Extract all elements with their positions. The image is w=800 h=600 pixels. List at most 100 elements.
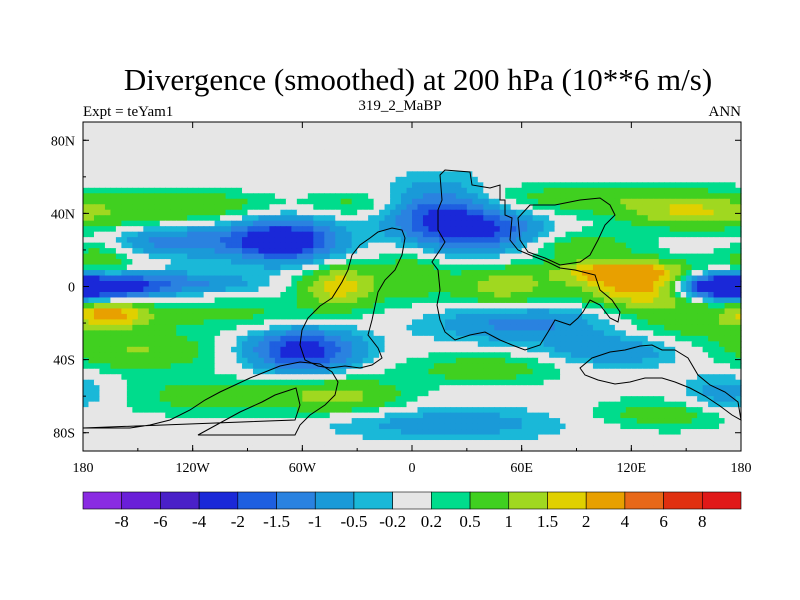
field-cell <box>571 176 578 183</box>
field-cell <box>664 215 671 222</box>
field-cell <box>165 149 172 156</box>
field-cell <box>280 171 287 178</box>
field-cell <box>231 226 238 233</box>
field-cell <box>516 176 523 183</box>
field-cell <box>565 270 572 277</box>
field-cell <box>274 220 281 227</box>
field-cell <box>165 270 172 277</box>
field-cell <box>318 176 325 183</box>
field-cell <box>587 149 594 156</box>
field-cell <box>324 324 331 331</box>
field-cell <box>521 182 528 189</box>
field-cell <box>83 165 90 172</box>
field-cell <box>477 297 484 304</box>
field-cell <box>192 286 199 293</box>
field-cell <box>269 259 276 266</box>
field-cell <box>307 242 314 249</box>
field-cell <box>412 330 419 337</box>
field-cell <box>379 198 386 205</box>
field-cell <box>346 302 353 310</box>
field-cell <box>708 127 715 134</box>
field-cell <box>581 242 589 249</box>
field-cell <box>247 237 254 244</box>
field-cell <box>379 231 386 238</box>
field-cell <box>527 127 534 134</box>
field-cell <box>450 248 457 255</box>
field-cell <box>242 270 249 277</box>
field-cell <box>165 204 172 211</box>
field-cell <box>647 182 654 189</box>
field-cell <box>422 275 430 282</box>
field-cell <box>609 237 616 244</box>
field-cell <box>636 226 643 233</box>
field-cell <box>335 259 342 266</box>
field-cell <box>242 253 249 260</box>
field-cell <box>680 275 687 282</box>
field-cell <box>242 275 249 282</box>
field-cell <box>565 308 572 315</box>
field-cell <box>483 132 490 140</box>
field-cell <box>362 242 369 249</box>
field-cell <box>88 176 95 183</box>
field-cell <box>357 275 364 282</box>
field-cell <box>181 127 188 134</box>
field-cell <box>417 171 424 178</box>
field-cell <box>104 281 112 288</box>
field-cell <box>543 231 550 238</box>
field-cell <box>126 313 133 320</box>
field-cell <box>477 204 484 211</box>
field-cell <box>83 149 90 156</box>
field-cell <box>198 182 205 189</box>
field-cell <box>252 143 260 151</box>
field-cell <box>126 215 133 222</box>
field-cell <box>571 182 578 189</box>
field-cell <box>318 281 325 288</box>
field-cell <box>636 270 643 277</box>
field-cell <box>521 286 528 293</box>
field-cell <box>439 259 446 266</box>
field-cell <box>719 226 726 233</box>
field-cell <box>516 335 523 342</box>
field-cell <box>384 242 391 249</box>
field-cell <box>592 281 600 288</box>
field-cell <box>505 165 512 172</box>
field-cell <box>93 264 101 271</box>
field-cell <box>379 291 386 299</box>
field-cell <box>642 291 649 299</box>
field-cell <box>576 253 583 260</box>
field-cell <box>170 143 177 151</box>
field-cell <box>285 242 292 249</box>
field-cell <box>488 182 495 189</box>
field-cell <box>625 281 632 288</box>
field-cell <box>269 270 276 277</box>
field-cell <box>236 341 243 348</box>
field-cell <box>532 154 539 161</box>
field-cell <box>636 308 643 315</box>
field-cell <box>686 182 693 189</box>
field-cell <box>653 231 660 238</box>
field-cell <box>159 171 166 178</box>
field-cell <box>412 253 419 260</box>
field-cell <box>494 281 501 288</box>
field-cell <box>176 182 183 189</box>
field-cell <box>675 313 682 320</box>
field-cell <box>351 264 358 271</box>
field-cell <box>417 330 424 337</box>
field-cell <box>236 270 243 277</box>
field-cell <box>291 286 298 293</box>
field-cell <box>351 291 358 299</box>
field-cell <box>510 319 517 326</box>
field-cell <box>209 187 216 194</box>
field-cell <box>329 149 336 156</box>
field-cell <box>477 143 484 151</box>
field-cell <box>598 319 605 326</box>
field-cell <box>735 198 742 205</box>
field-cell <box>285 330 292 337</box>
field-cell <box>104 198 112 205</box>
field-cell <box>472 132 479 140</box>
field-cell <box>538 127 545 134</box>
field-cell <box>181 302 188 310</box>
field-cell <box>510 165 517 172</box>
field-cell <box>724 259 731 266</box>
field-cell <box>88 132 95 140</box>
